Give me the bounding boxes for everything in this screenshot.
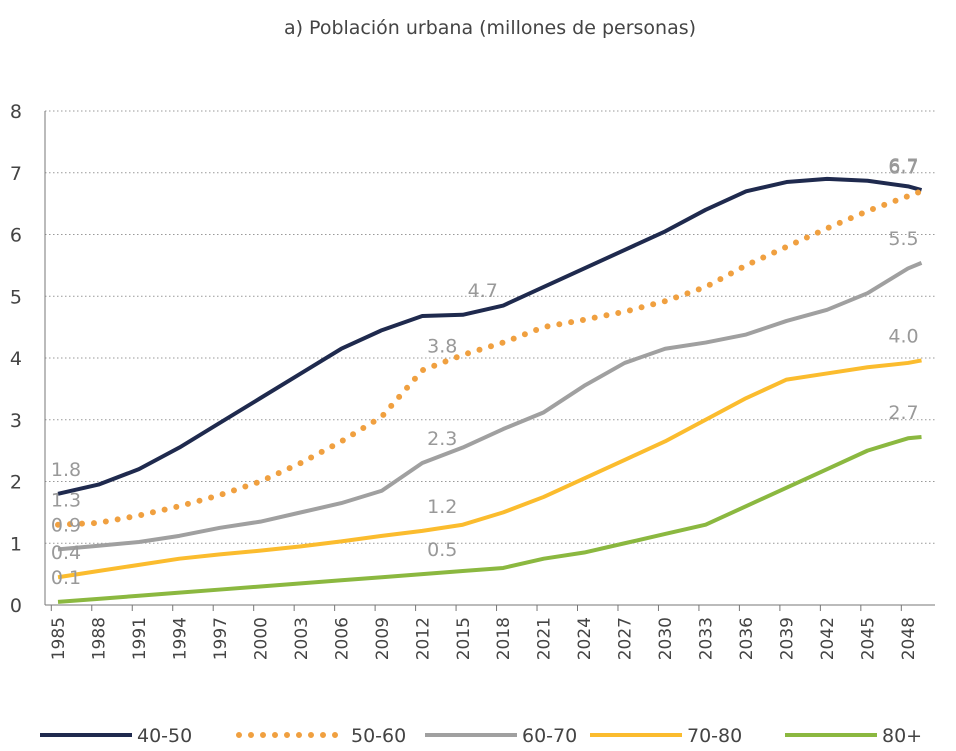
x-tick-label: 1988 — [89, 617, 109, 660]
legend-label: 70-80 — [687, 725, 742, 747]
y-tick-label: 6 — [10, 225, 22, 247]
y-tick-label: 7 — [10, 163, 22, 185]
x-tick-label: 1997 — [211, 617, 231, 660]
chart-title: a) Población urbana (millones de persona… — [284, 17, 696, 39]
x-tick-label: 2000 — [251, 617, 271, 660]
x-tick-label: 2012 — [413, 617, 433, 660]
x-tick-label: 2033 — [697, 617, 717, 660]
x-tick-label: 2042 — [818, 617, 838, 660]
x-tick-label: 2024 — [575, 617, 595, 660]
y-tick-label: 5 — [10, 286, 22, 308]
data-label: 1.8 — [51, 459, 81, 481]
x-tick-label: 2030 — [656, 617, 676, 660]
series-line — [57, 261, 923, 552]
y-tick-label: 0 — [10, 595, 22, 617]
series-line — [57, 176, 923, 496]
legend-label: 40-50 — [137, 725, 192, 747]
data-label: 0.9 — [51, 514, 81, 536]
data-label: 0.4 — [51, 542, 81, 564]
x-tick-label: 2021 — [535, 617, 555, 660]
y-tick-label: 3 — [10, 410, 22, 432]
y-tick-label: 4 — [10, 348, 22, 370]
x-tick-label: 2027 — [616, 617, 636, 660]
x-tick-label: 2036 — [737, 617, 757, 660]
series-line — [55, 188, 925, 528]
x-tick-label: 1994 — [170, 617, 190, 660]
data-label: 1.2 — [427, 496, 457, 518]
x-tick-label: 1985 — [49, 617, 69, 660]
y-tick-label: 1 — [10, 533, 22, 555]
x-tick-label: 2009 — [373, 617, 393, 660]
data-label: 6.7 — [888, 155, 918, 177]
x-tick-label: 1991 — [130, 617, 150, 660]
data-label: 1.3 — [51, 490, 81, 512]
data-label: 2.7 — [888, 402, 918, 424]
x-tick-label: 2045 — [859, 617, 879, 660]
series-line — [57, 435, 922, 604]
legend-label: 50-60 — [351, 725, 406, 747]
legend-label: 60-70 — [522, 725, 577, 747]
x-tick-label: 2048 — [899, 617, 919, 660]
x-tick-label: 2006 — [332, 617, 352, 660]
data-label: 5.5 — [888, 228, 918, 250]
data-label: 0.1 — [51, 567, 81, 589]
x-tick-label: 2003 — [292, 617, 312, 660]
data-label: 0.5 — [427, 539, 457, 561]
x-tick-label: 2018 — [494, 617, 514, 660]
data-label: 3.8 — [427, 335, 457, 357]
y-tick-label: 2 — [10, 472, 22, 494]
y-tick-label: 8 — [10, 101, 22, 123]
x-tick-label: 2039 — [778, 617, 798, 660]
data-label: 4.0 — [888, 325, 918, 347]
series-line — [57, 358, 922, 580]
data-label: 6.7 — [888, 156, 918, 178]
data-label: 4.7 — [468, 280, 498, 302]
x-tick-label: 2015 — [454, 617, 474, 660]
data-label: 2.3 — [427, 428, 457, 450]
legend-label: 80+ — [882, 725, 922, 747]
